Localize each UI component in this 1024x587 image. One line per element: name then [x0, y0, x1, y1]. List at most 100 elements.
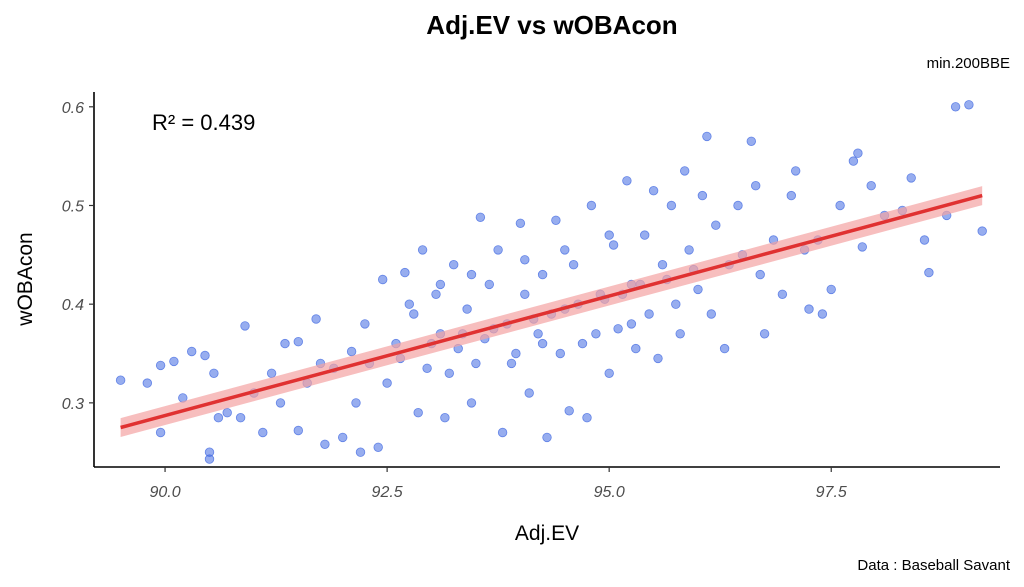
- x-tick-label: 90.0: [149, 484, 180, 501]
- scatter-point: [613, 324, 623, 334]
- scatter-point: [320, 439, 330, 450]
- scatter-point: [648, 185, 659, 196]
- scatter-point: [240, 321, 250, 331]
- scatter-point: [311, 314, 321, 324]
- chart-caption: Data : Baseball Savant: [857, 557, 1010, 574]
- scatter-point: [964, 100, 974, 110]
- y-tick-label: 0.6: [62, 100, 84, 117]
- scatter-point: [866, 180, 876, 191]
- scatter-point: [582, 413, 592, 423]
- x-tick-label: 95.0: [594, 484, 625, 501]
- scatter-point: [591, 329, 601, 339]
- scatter-point: [382, 378, 392, 388]
- scatter-point: [853, 148, 863, 158]
- scatter-point: [733, 200, 743, 211]
- y-tick-label: 0.4: [62, 297, 84, 314]
- scatter-point: [746, 136, 757, 147]
- scatter-point: [524, 388, 534, 398]
- scatter-point: [435, 279, 446, 290]
- scatter-point: [657, 260, 668, 270]
- scatter-point: [431, 289, 441, 300]
- scatter-point: [719, 343, 730, 354]
- scatter-point: [209, 368, 219, 379]
- scatter-point: [222, 408, 232, 418]
- scatter-point: [604, 368, 614, 379]
- scatter-point: [515, 218, 526, 229]
- scatter-point: [417, 245, 428, 255]
- y-axis-ticks: 0.3 0.4 0.5 0.6: [62, 100, 94, 413]
- scatter-point: [213, 413, 224, 423]
- scatter-point: [551, 215, 561, 226]
- scatter-point: [142, 378, 153, 388]
- scatter-point: [702, 131, 712, 142]
- x-axis-ticks: 90.0 92.5 95.0 97.5: [149, 467, 847, 501]
- scatter-point: [560, 245, 570, 255]
- scatter-point: [693, 284, 703, 295]
- scatter-point: [351, 398, 361, 408]
- scatter-point: [444, 368, 455, 379]
- x-tick-label: 92.5: [372, 484, 403, 501]
- scatter-point: [755, 269, 765, 280]
- plot-area: [115, 100, 987, 464]
- scatter-point: [653, 353, 663, 364]
- scatter-point: [622, 176, 632, 186]
- scatter-point: [475, 212, 486, 223]
- scatter-point: [258, 427, 268, 438]
- scatter-point: [155, 360, 166, 371]
- chart-title: Adj.EV vs wOBAcon: [426, 10, 677, 40]
- scatter-point: [759, 329, 770, 339]
- scatter-point: [338, 432, 348, 443]
- scatter-point: [506, 358, 517, 369]
- x-tick-label: 97.5: [816, 484, 847, 501]
- scatter-point: [520, 255, 530, 265]
- scatter-point: [835, 200, 845, 211]
- scatter-point: [751, 180, 761, 191]
- points-layer: [115, 100, 987, 464]
- scatter-point: [449, 260, 459, 270]
- scatter-point: [706, 309, 717, 319]
- scatter-point: [684, 245, 694, 255]
- scatter-point: [280, 338, 290, 349]
- scatter-point: [484, 279, 495, 290]
- scatter-point: [586, 200, 597, 211]
- scatter-point: [275, 398, 286, 408]
- scatter-point: [804, 304, 814, 314]
- y-tick-label: 0.5: [62, 198, 84, 215]
- scatter-point: [511, 348, 521, 359]
- scatter-point: [169, 356, 179, 367]
- scatter-point: [640, 230, 650, 240]
- scatter-point: [666, 200, 677, 211]
- scatter-point: [293, 425, 304, 436]
- scatter-point: [826, 284, 836, 295]
- scatter-point: [404, 299, 415, 309]
- scatter-point: [786, 190, 797, 201]
- scatter-point: [355, 447, 366, 457]
- scatter-point: [697, 190, 708, 201]
- y-axis-title: wOBAcon: [14, 232, 37, 326]
- scatter-point: [537, 338, 548, 349]
- scatter-point: [568, 260, 579, 270]
- scatter-point: [293, 337, 304, 347]
- scatter-point: [950, 102, 961, 112]
- fit-line: [120, 193, 983, 430]
- scatter-point: [919, 235, 930, 245]
- scatter-point: [466, 269, 477, 280]
- scatter-point: [533, 329, 543, 339]
- scatter-point: [680, 166, 690, 176]
- scatter-point: [409, 309, 419, 319]
- scatter-point: [537, 269, 548, 280]
- scatter-point: [497, 427, 508, 438]
- scatter-point: [711, 220, 721, 230]
- scatter-point: [791, 166, 801, 176]
- chart-subtitle: min.200BBE: [927, 55, 1010, 72]
- scatter-point: [848, 156, 859, 166]
- scatter-point: [462, 304, 472, 314]
- scatter-point: [520, 289, 530, 300]
- scatter-point: [626, 319, 637, 329]
- scatter-point: [360, 319, 370, 329]
- y-tick-label: 0.3: [62, 396, 84, 413]
- scatter-point: [644, 309, 654, 319]
- scatter-point: [555, 348, 566, 359]
- scatter-point: [906, 173, 916, 183]
- scatter-point: [200, 350, 210, 361]
